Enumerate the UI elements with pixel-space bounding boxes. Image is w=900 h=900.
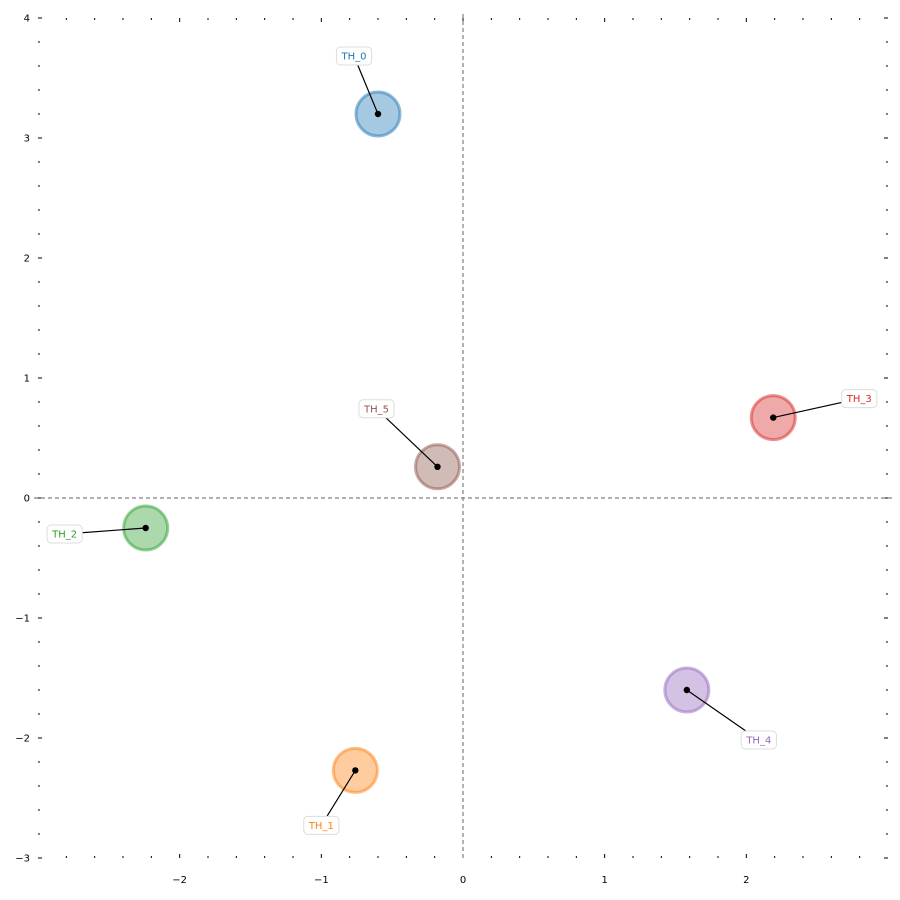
point-label: TH_0 [341,52,367,63]
y-tick-label: 2 [24,254,30,265]
data-point: TH_1 [303,746,379,835]
point-marker [434,463,441,470]
x-tick-label: 2 [743,875,749,886]
y-tick-label: −1 [15,614,30,625]
point-label-box [841,389,878,409]
y-tick-label: −2 [15,734,30,745]
point-label: TH_1 [308,821,334,832]
point-marker [683,686,691,694]
point-label-box [46,524,83,544]
minor-ticks [38,18,888,858]
point-label-box [358,399,395,419]
x-tick-label: 1 [601,875,607,886]
point-label-box [740,730,777,750]
point-label: TH_4 [745,736,771,747]
y-tick-label: 1 [24,374,30,385]
point-label: TH_5 [363,404,389,415]
data-point: TH_4 [663,666,777,750]
point-marker [142,524,149,532]
point-leader-line [376,408,438,468]
x-tick-label: −1 [314,875,329,886]
point-label-box [335,46,373,66]
data-point: TH_0 [335,46,402,138]
point-label: TH_2 [51,530,77,541]
data-point: TH_5 [358,399,461,491]
tick-labels: −2 −1 0 1 2 −3 −2 −1 0 1 2 3 4 [15,14,749,887]
point-leader-line [353,55,379,115]
point-marker [352,767,359,774]
major-ticks [38,17,888,859]
y-tick-label: −3 [15,854,30,865]
point-marker [374,110,382,118]
reference-lines [34,14,892,858]
x-tick-label: 0 [460,875,466,886]
points-layer: TH_0 TH_1 TH_2 TH_3 TH_4 TH_5 [46,46,878,835]
y-tick-label: 3 [24,134,30,145]
data-point: TH_2 [46,504,170,552]
point-marker [770,414,777,421]
data-point: TH_3 [749,389,878,442]
y-tick-label: 0 [24,494,30,505]
point-label-box [303,815,340,835]
x-tick-label: −2 [172,875,187,886]
y-tick-label: 4 [24,14,30,25]
point-label: TH_3 [846,394,872,405]
